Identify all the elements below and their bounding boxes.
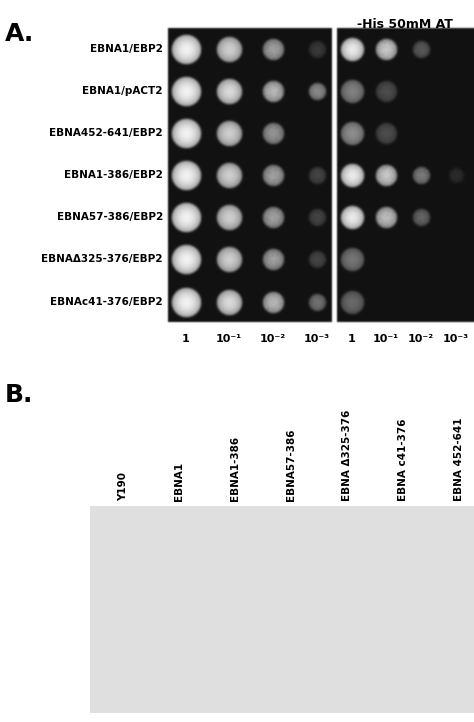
Text: 10⁻¹: 10⁻¹ [373,334,399,344]
Text: 10⁻²: 10⁻² [408,334,434,344]
Text: 1: 1 [348,334,356,344]
Text: EBNAΔ325-376/EBP2: EBNAΔ325-376/EBP2 [42,254,163,264]
Text: EBNA с41-376: EBNA с41-376 [398,419,408,501]
Text: A.: A. [5,22,34,46]
Text: EBNA1-386/EBP2: EBNA1-386/EBP2 [64,170,163,180]
Text: 10⁻³: 10⁻³ [443,334,469,344]
Text: EBNA1-386: EBNA1-386 [230,436,240,501]
Text: EBNA1/pACT2: EBNA1/pACT2 [82,86,163,96]
Text: EBNA 452-641: EBNA 452-641 [454,417,464,501]
Text: -His 50mM AT: -His 50mM AT [357,18,453,31]
Text: EBNA57-386: EBNA57-386 [286,428,296,501]
Text: 10⁻³: 10⁻³ [304,334,330,344]
Text: EBNA57-386/EBP2: EBNA57-386/EBP2 [57,212,163,222]
Text: EBNA Δ325-376: EBNA Δ325-376 [342,409,352,501]
Text: 1: 1 [182,334,190,344]
Text: 10⁻²: 10⁻² [260,334,286,344]
Text: EBNAс41-376/EBP2: EBNAс41-376/EBP2 [50,297,163,307]
Text: EBNA1/EBP2: EBNA1/EBP2 [90,44,163,54]
Text: B.: B. [5,383,33,407]
Text: Y190: Y190 [118,472,128,501]
Text: EBNA452-641/EBP2: EBNA452-641/EBP2 [49,128,163,138]
Text: 10⁻¹: 10⁻¹ [216,334,242,344]
Text: EBNA1: EBNA1 [174,462,184,501]
